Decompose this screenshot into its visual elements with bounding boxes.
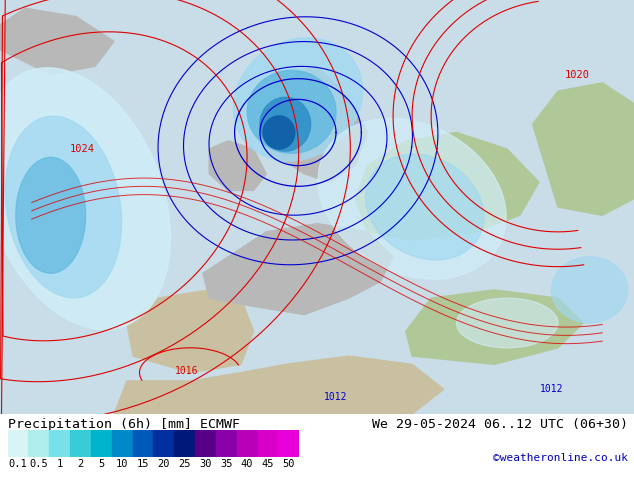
Text: Precipitation (6h) [mm] ECMWF: Precipitation (6h) [mm] ECMWF: [8, 418, 240, 431]
Polygon shape: [366, 154, 484, 260]
Text: 45: 45: [262, 459, 275, 468]
Text: 1012: 1012: [324, 392, 348, 402]
Polygon shape: [0, 8, 114, 74]
Text: 25: 25: [178, 459, 191, 468]
Polygon shape: [533, 83, 634, 215]
Bar: [278, 430, 299, 457]
Text: We 29-05-2024 06..12 UTC (06+30): We 29-05-2024 06..12 UTC (06+30): [372, 418, 628, 431]
Polygon shape: [203, 223, 393, 315]
Polygon shape: [355, 132, 539, 240]
Bar: [257, 430, 278, 457]
Polygon shape: [0, 68, 171, 330]
Polygon shape: [209, 141, 266, 191]
Bar: [133, 430, 153, 457]
Bar: [153, 430, 174, 457]
Text: 1012: 1012: [540, 384, 564, 394]
Polygon shape: [406, 290, 583, 365]
Bar: [195, 430, 216, 457]
Polygon shape: [552, 257, 628, 323]
Text: 1020: 1020: [564, 70, 590, 79]
Text: 30: 30: [199, 459, 212, 468]
Text: 0.1: 0.1: [9, 459, 27, 468]
Bar: [112, 430, 133, 457]
Text: 1016: 1016: [175, 366, 199, 375]
Text: 15: 15: [137, 459, 149, 468]
Polygon shape: [318, 119, 506, 279]
Text: ©weatheronline.co.uk: ©weatheronline.co.uk: [493, 453, 628, 463]
Bar: [49, 430, 70, 457]
Polygon shape: [263, 116, 295, 149]
Text: 5: 5: [98, 459, 105, 468]
Text: 1: 1: [56, 459, 63, 468]
Polygon shape: [247, 71, 336, 153]
Text: 10: 10: [116, 459, 129, 468]
Polygon shape: [16, 157, 86, 273]
Polygon shape: [114, 356, 444, 414]
Text: 0.5: 0.5: [29, 459, 48, 468]
Polygon shape: [127, 290, 254, 372]
Polygon shape: [266, 66, 368, 182]
Text: 1024: 1024: [70, 144, 95, 154]
Bar: [216, 430, 236, 457]
Bar: [70, 430, 91, 457]
Bar: [174, 430, 195, 457]
Text: 20: 20: [158, 459, 170, 468]
Polygon shape: [260, 98, 311, 151]
Bar: [91, 430, 112, 457]
Bar: [236, 430, 257, 457]
Bar: [8, 430, 29, 457]
Polygon shape: [233, 38, 363, 161]
Polygon shape: [456, 298, 558, 348]
Text: 35: 35: [220, 459, 233, 468]
Bar: [29, 430, 49, 457]
Polygon shape: [5, 116, 122, 298]
Text: 2: 2: [77, 459, 84, 468]
Text: 50: 50: [283, 459, 295, 468]
Text: 40: 40: [241, 459, 254, 468]
